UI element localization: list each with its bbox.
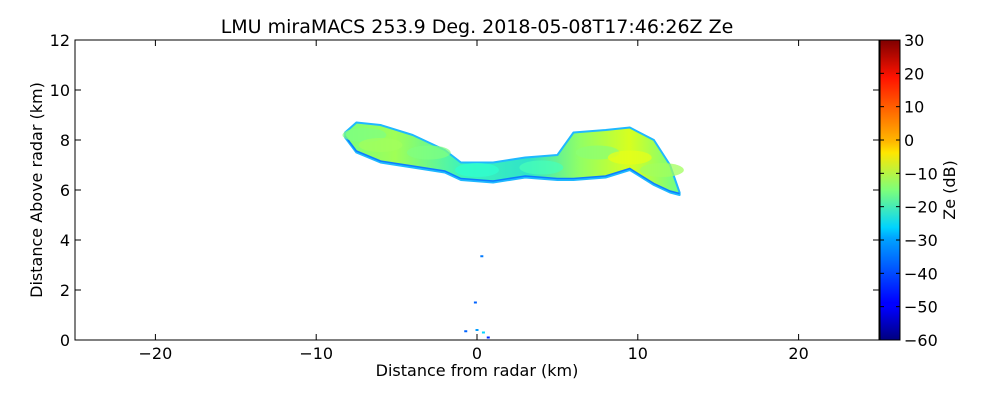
y-tick-label: 6 <box>60 181 70 200</box>
scatter-echo-group <box>464 255 490 339</box>
x-tick-label: 0 <box>472 344 482 363</box>
x-tick-label: −10 <box>299 344 333 363</box>
echo-layer-group <box>342 121 684 196</box>
x-tick-label: −20 <box>139 344 173 363</box>
colorbar-tick-label: −50 <box>904 298 938 317</box>
echo-value-cell <box>639 163 684 177</box>
y-tick-label: 2 <box>60 281 70 300</box>
colorbar-tick-label: −60 <box>904 331 938 350</box>
colorbar-tick-label: 10 <box>904 98 924 117</box>
x-tick-label: 20 <box>788 344 808 363</box>
scatter-echo-point <box>480 255 484 258</box>
echo-layer-base <box>344 135 680 195</box>
plot-area: −20 −10 0 10 20 0 2 4 6 8 10 12 <box>50 31 880 363</box>
echo-value-cell <box>607 150 652 165</box>
echo-value-cell <box>519 160 564 175</box>
colorbar-label: Ze (dB) <box>940 160 959 220</box>
chart-title: LMU miraMACS 253.9 Deg. 2018-05-08T17:46… <box>221 16 734 38</box>
scatter-echo-point <box>481 331 485 334</box>
plot-frame <box>74 39 880 341</box>
colorbar: 30 20 10 0 −10 −20 −30 −40 −50 −60 Ze (dB) <box>879 31 959 350</box>
y-tick-label: 0 <box>60 331 70 350</box>
colorbar-tick-label: −10 <box>904 164 938 183</box>
y-tick-label: 12 <box>50 31 70 50</box>
colorbar-gradient <box>879 39 901 341</box>
x-axis-ticks: −20 −10 0 10 20 <box>139 40 809 363</box>
colorbar-tick-label: 0 <box>904 131 914 150</box>
colorbar-tick-label: −40 <box>904 264 938 283</box>
colorbar-tick-label: 30 <box>904 31 924 50</box>
colorbar-tick-label: 20 <box>904 64 924 83</box>
x-axis-label: Distance from radar (km) <box>376 361 579 380</box>
scatter-echo-point <box>486 336 490 339</box>
x-tick-label: 10 <box>628 344 648 363</box>
scatter-echo-point <box>475 329 479 331</box>
colorbar-ticks: 30 20 10 0 −10 −20 −30 −40 −50 −60 <box>880 31 938 350</box>
colorbar-tick-label: −30 <box>904 231 938 250</box>
y-axis-ticks: 0 2 4 6 8 10 12 <box>50 31 879 350</box>
echo-value-cell <box>455 163 499 177</box>
y-tick-label: 4 <box>60 231 70 250</box>
echo-value-cell <box>406 145 451 160</box>
scatter-echo-point <box>473 301 477 304</box>
y-tick-label: 8 <box>60 131 70 150</box>
y-tick-label: 10 <box>50 81 70 100</box>
scatter-echo-point <box>464 330 468 333</box>
y-axis-label: Distance Above radar (km) <box>27 82 46 298</box>
colorbar-tick-label: −20 <box>904 198 938 217</box>
echo-value-cell <box>358 138 403 152</box>
